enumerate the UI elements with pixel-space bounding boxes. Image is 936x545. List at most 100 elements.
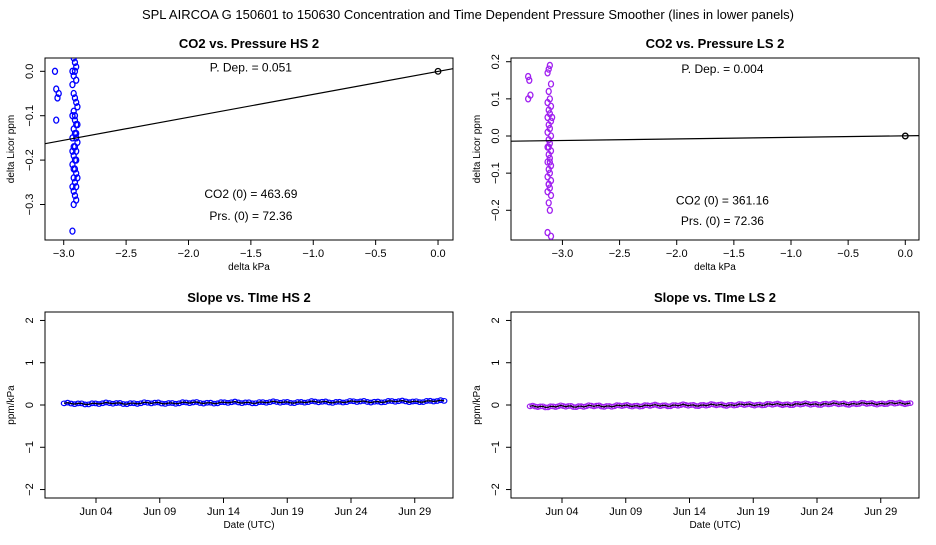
y-tick-label: −0.1 bbox=[490, 162, 502, 184]
y-axis-label: ppm/kPa bbox=[472, 385, 483, 425]
data-point bbox=[70, 89, 77, 98]
data-point bbox=[546, 61, 554, 70]
data-point bbox=[70, 187, 77, 195]
x-axis-label: delta kPa bbox=[228, 262, 270, 273]
annotation: P. Dep. = 0.051 bbox=[210, 60, 293, 74]
x-tick-label: Jun 29 bbox=[864, 506, 897, 518]
data-point bbox=[69, 147, 76, 155]
x-tick-label: −1.5 bbox=[240, 248, 262, 260]
data-point bbox=[71, 67, 79, 75]
x-tick-label: −1.5 bbox=[723, 248, 745, 260]
data-point bbox=[546, 158, 554, 166]
y-tick-label: −1 bbox=[490, 441, 502, 454]
data-point bbox=[545, 165, 552, 174]
data-point bbox=[544, 158, 551, 166]
data-point bbox=[548, 113, 556, 122]
data-point bbox=[544, 128, 551, 136]
data-point bbox=[402, 398, 410, 405]
data-point bbox=[70, 107, 77, 115]
x-tick-label: 0.0 bbox=[430, 248, 445, 260]
fit-line bbox=[511, 135, 919, 142]
data-point bbox=[70, 174, 77, 182]
data-point bbox=[527, 91, 534, 99]
data-point bbox=[73, 129, 80, 138]
data-point bbox=[73, 98, 80, 107]
x-axis-label: Date (UTC) bbox=[689, 520, 740, 531]
x-tick-label: −2.5 bbox=[609, 248, 631, 260]
data-point bbox=[71, 58, 79, 67]
data-point bbox=[53, 116, 60, 124]
data-point bbox=[55, 89, 62, 98]
chart-ls_pressure: CO2 vs. Pressure LS 2 −3.0 −2.5 −2.0 −1.5 −1.… bbox=[472, 36, 920, 273]
annotation: CO2 (0) = 463.69 bbox=[204, 187, 297, 201]
data-point bbox=[74, 103, 81, 111]
origin-point bbox=[901, 132, 909, 140]
data-point bbox=[544, 69, 551, 77]
data-point bbox=[526, 76, 533, 84]
chart-hs_slope: Slope vs. TIme HS 2 Jun 04 Jun 09 Jun 14 Jun… bbox=[6, 290, 454, 531]
y-tick-label: −0.2 bbox=[490, 199, 502, 221]
y-tick-label: −0.2 bbox=[24, 149, 36, 171]
y-tick-label: 0.0 bbox=[24, 64, 36, 79]
data-point bbox=[544, 173, 551, 181]
x-tick-label: Jun 04 bbox=[545, 506, 578, 518]
data-point bbox=[545, 143, 552, 151]
data-point bbox=[545, 106, 552, 114]
plot-area bbox=[511, 61, 919, 240]
plot-area bbox=[526, 399, 914, 411]
data-point bbox=[545, 199, 552, 207]
annotation: P. Dep. = 0.004 bbox=[681, 62, 764, 76]
y-axis-label: delta Licor ppm bbox=[6, 115, 17, 183]
plot-area bbox=[60, 397, 448, 408]
data-point bbox=[545, 65, 552, 73]
x-tick-label: −1.0 bbox=[780, 248, 802, 260]
annotation: Prs. (0) = 72.36 bbox=[209, 209, 292, 223]
data-point bbox=[51, 67, 59, 75]
x-tick-label: Jun 14 bbox=[673, 506, 706, 518]
y-tick-label: 0 bbox=[24, 402, 36, 408]
data-point bbox=[73, 156, 80, 164]
data-point bbox=[73, 63, 80, 71]
y-tick-label: 0.1 bbox=[490, 91, 502, 106]
data-point bbox=[73, 76, 80, 84]
x-tick-label: Jun 09 bbox=[609, 506, 642, 518]
smoother-line bbox=[63, 399, 445, 405]
y-tick-label: −0.3 bbox=[24, 194, 36, 216]
data-point bbox=[71, 94, 79, 102]
data-point bbox=[71, 165, 79, 173]
data-point bbox=[545, 150, 552, 159]
data-point bbox=[545, 180, 552, 188]
y-tick-label: −2 bbox=[490, 483, 502, 496]
x-tick-label: 0.0 bbox=[898, 248, 913, 260]
data-point bbox=[524, 72, 532, 81]
data-point bbox=[74, 120, 81, 129]
data-point bbox=[69, 227, 76, 235]
chart-title: CO2 vs. Pressure HS 2 bbox=[179, 36, 319, 51]
annotation: Prs. (0) = 72.36 bbox=[681, 214, 764, 228]
x-axis-label: delta kPa bbox=[694, 262, 736, 273]
plot-frame bbox=[44, 57, 454, 241]
x-tick-label: −2.0 bbox=[178, 248, 200, 260]
chart-title: CO2 vs. Pressure LS 2 bbox=[646, 36, 785, 51]
data-point bbox=[547, 80, 555, 88]
y-tick-label: 1 bbox=[490, 360, 502, 366]
data-point bbox=[70, 200, 77, 209]
chart-ls_slope: Slope vs. TIme LS 2 Jun 04 Jun 09 Jun 14 Jun… bbox=[472, 290, 920, 531]
x-tick-label: Jun 24 bbox=[334, 506, 367, 518]
chart-title: Slope vs. TIme HS 2 bbox=[187, 290, 311, 305]
x-tick-label: Jun 04 bbox=[79, 506, 112, 518]
x-axis-label: Date (UTC) bbox=[223, 520, 274, 531]
figure-title: SPL AIRCOA G 150601 to 150630 Concentrat… bbox=[142, 7, 794, 22]
data-point bbox=[69, 67, 76, 75]
x-tick-label: Jun 29 bbox=[398, 506, 431, 518]
plot-frame bbox=[510, 57, 920, 241]
data-point bbox=[54, 94, 61, 102]
chart-hs_pressure: CO2 vs. Pressure HS 2 −3.0 −2.5 −2.0 −1.5 −1.… bbox=[6, 36, 454, 273]
y-tick-label: −2 bbox=[24, 483, 36, 496]
x-tick-label: −1.0 bbox=[302, 248, 324, 260]
x-tick-label: Jun 14 bbox=[207, 506, 240, 518]
y-tick-label: 2 bbox=[490, 317, 502, 323]
x-tick-label: −0.5 bbox=[365, 248, 387, 260]
data-point bbox=[69, 80, 76, 89]
